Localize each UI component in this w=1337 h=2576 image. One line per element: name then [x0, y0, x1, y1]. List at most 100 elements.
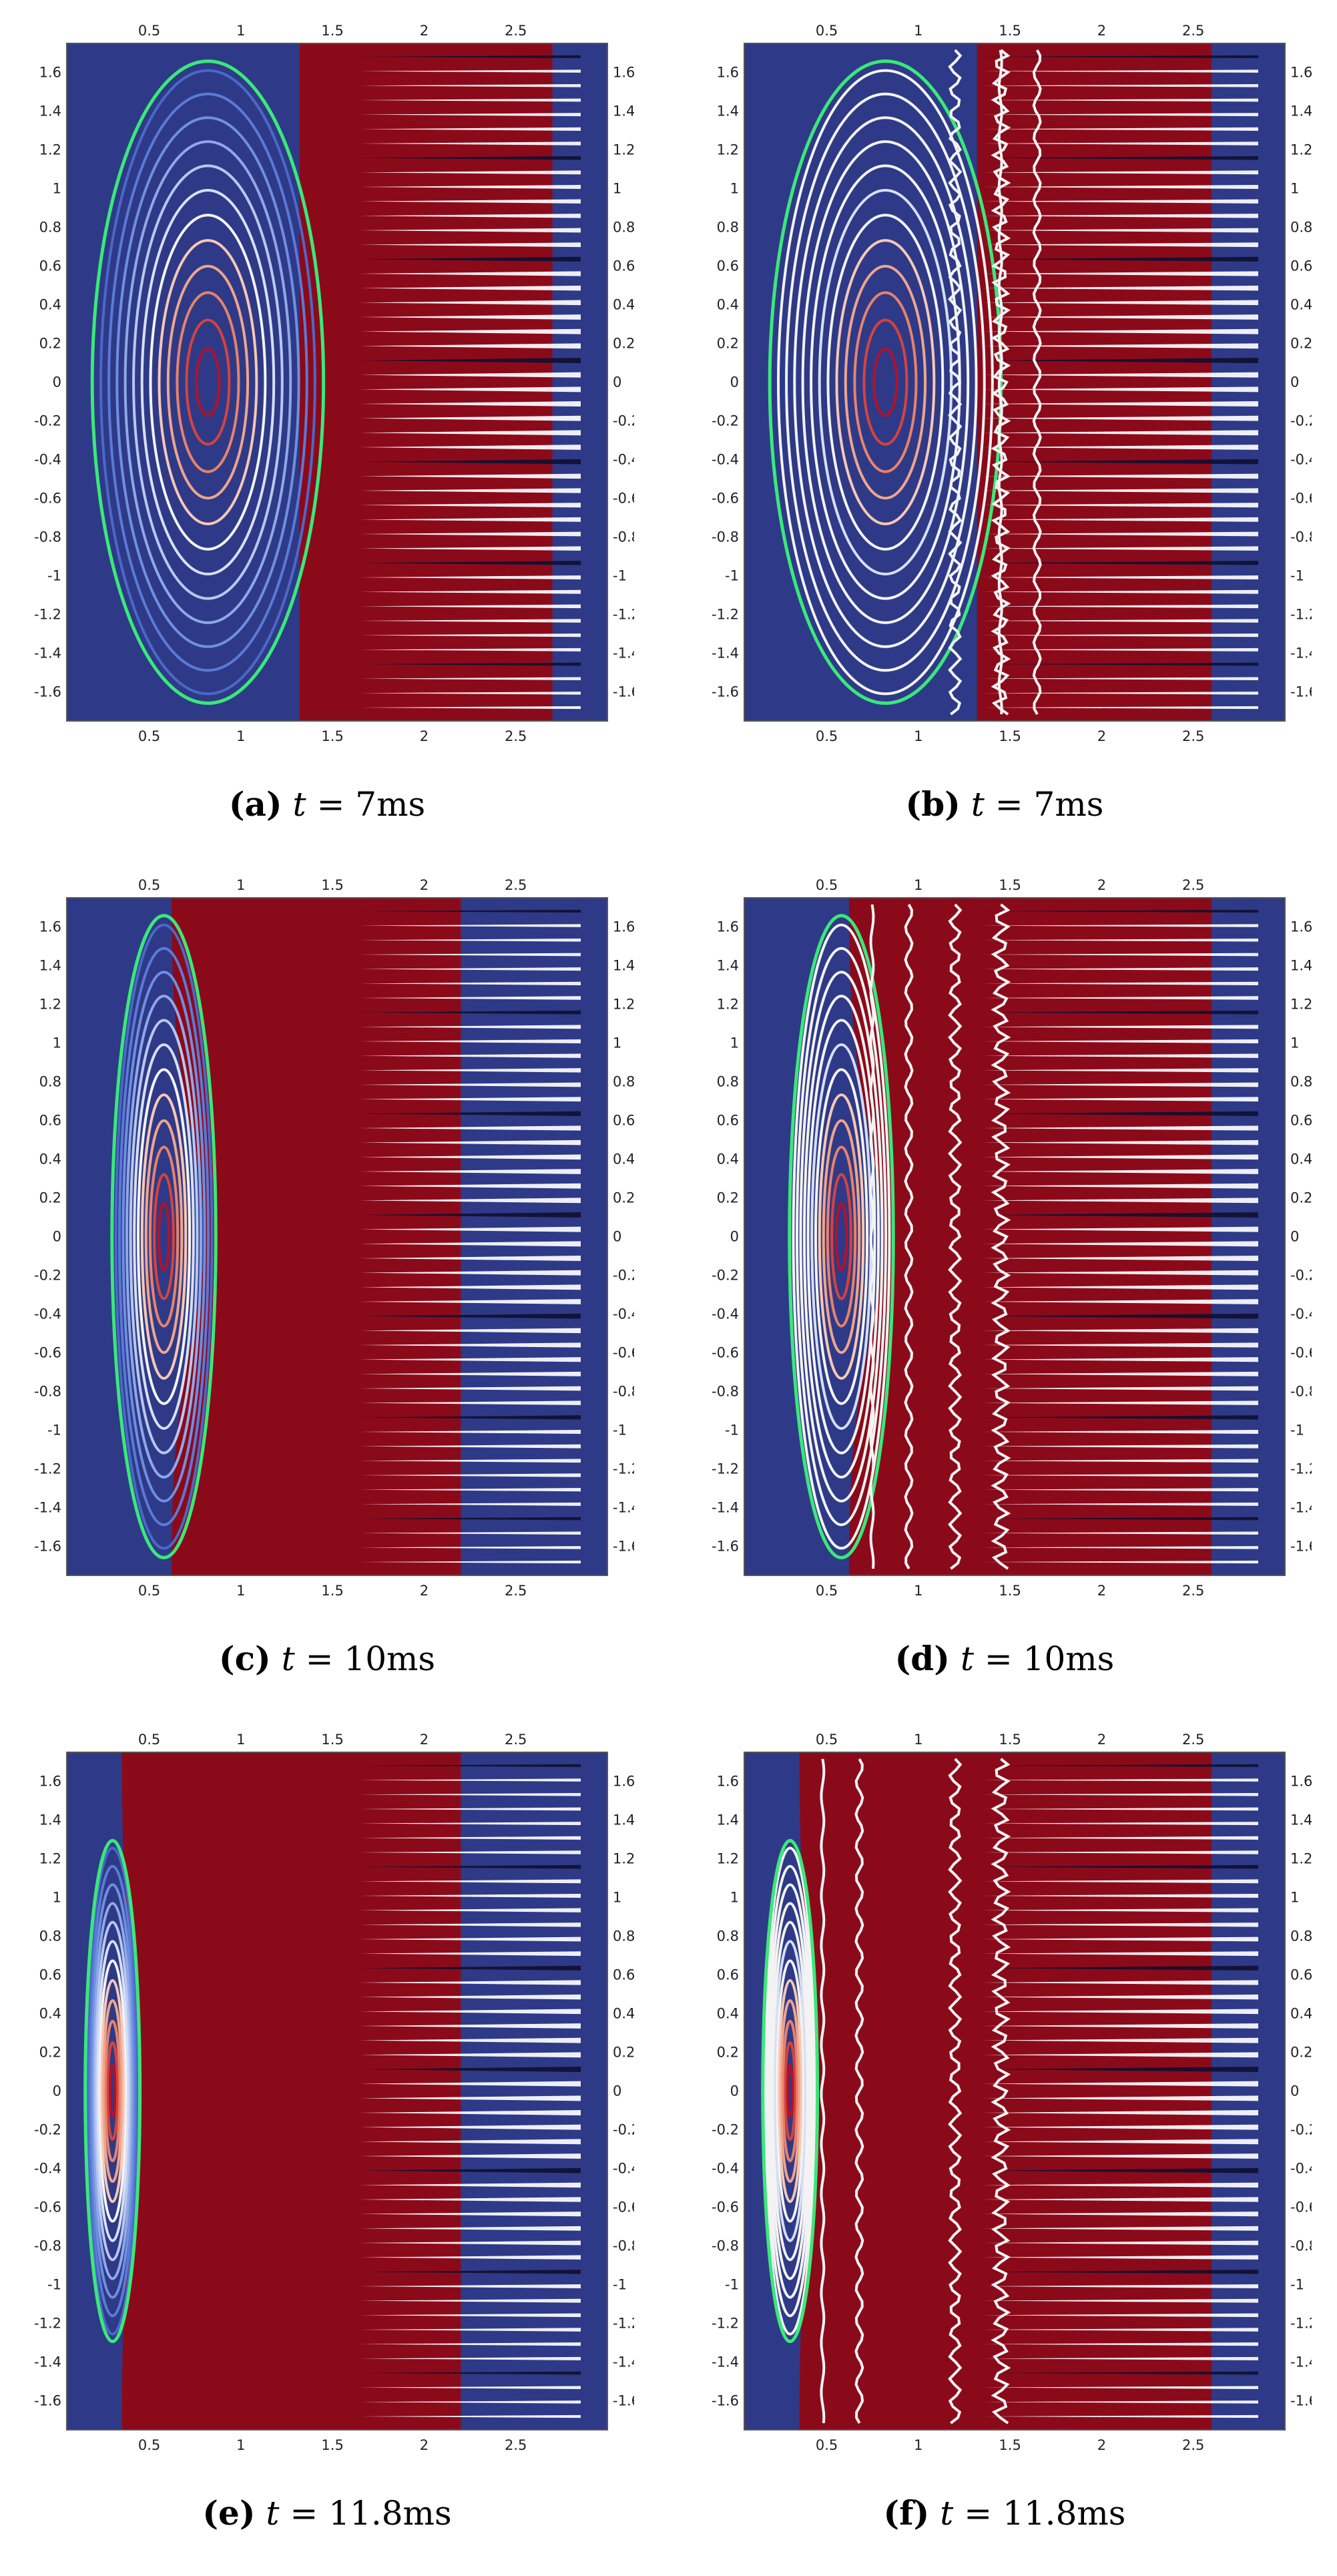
y-tick-label: 0 [53, 374, 61, 391]
field-stripe [360, 1183, 581, 1189]
y-tick-label: 1 [613, 1890, 621, 1906]
wavy-contour [904, 904, 914, 1569]
field-stripe [360, 401, 581, 407]
y-tick-label: -1.2 [613, 607, 634, 623]
y-tick-label: 0 [1290, 2083, 1299, 2099]
field-stripe [982, 1299, 1258, 1304]
x-tick-label: 0.5 [816, 23, 838, 39]
x-tick-label: 1.5 [999, 1583, 1021, 1599]
x-tick-label: 2.5 [505, 877, 527, 893]
field-stripe [982, 1965, 1258, 1971]
flux-contour [767, 1883, 813, 2299]
flux-contour [786, 2063, 794, 2119]
y-tick-label: -1 [613, 2277, 627, 2293]
field-stripe [982, 939, 1258, 942]
x-tick-label: 0.5 [138, 728, 160, 744]
y-tick-label: 1.4 [717, 1812, 739, 1828]
panel-c: 0.5 0.5 1 1 1.5 1.5 2 2 2.5 2.5 1.6 1.6 1.4 1.4 1.2 1.2… [20, 868, 634, 1709]
y-tick-label: 1.6 [1290, 65, 1312, 81]
x-tick-label: 2.5 [505, 728, 527, 744]
separatrix [761, 1838, 820, 2344]
x-tick-label: 1.5 [999, 728, 1021, 744]
y-tick-label: -0.4 [613, 1306, 634, 1322]
y-tick-label: -0.4 [34, 2161, 61, 2177]
flux-contour [818, 189, 953, 575]
field-stripe [360, 1879, 581, 1884]
y-tick-label: 0.6 [717, 1967, 739, 1983]
y-tick-label: -0.8 [712, 1384, 739, 1400]
field-stripe [360, 1400, 581, 1405]
y-tick-label: -0.8 [613, 2238, 634, 2254]
caption-value: 7 [1033, 785, 1055, 824]
field-stripe [360, 1908, 581, 1912]
plot-frame [744, 43, 1286, 722]
y-tick-label: 0.8 [39, 1928, 61, 1945]
x-tick-label: 2 [1097, 1732, 1106, 1748]
field-stripe [982, 1546, 1258, 1549]
y-tick-label: -1 [613, 1423, 627, 1439]
field-stripe [982, 2197, 1258, 2202]
caption-value: 10 [1023, 1639, 1066, 1678]
hot-region [171, 898, 461, 1575]
flux-contour [818, 1093, 865, 1380]
field-stripe [360, 2139, 581, 2145]
wavy-contour [854, 1758, 864, 2424]
y-tick-label: 1 [53, 1890, 61, 1906]
y-tick-label: 0.6 [613, 1113, 634, 1129]
y-tick-label: -0.6 [712, 2200, 739, 2216]
flux-contour [99, 69, 316, 696]
y-tick-label: -1.2 [34, 607, 61, 623]
y-tick-label: -1 [1290, 1423, 1304, 1439]
y-tick-label: 0.6 [613, 1967, 634, 1983]
y-tick-label: 1.6 [613, 919, 634, 935]
field-stripe [982, 619, 1258, 623]
flux-contour [769, 1902, 811, 2280]
caption-eq: = [316, 785, 345, 824]
field-stripe [982, 1212, 1258, 1218]
y-tick-label: -1 [725, 1423, 739, 1439]
caption-letter: (a) [228, 784, 282, 824]
field-stripe [360, 142, 581, 146]
y-tick-label: -0.6 [613, 491, 634, 507]
caption-c: (c) t = 10ms [20, 1639, 634, 1678]
field-stripe [982, 1400, 1258, 1405]
y-tick-label: -1.4 [34, 2354, 61, 2370]
field-stripe [982, 2052, 1258, 2058]
y-tick-label: 1.6 [717, 1774, 739, 1790]
flux-contour [795, 947, 888, 1527]
flux-contour [822, 1119, 861, 1354]
y-tick-label: -0.8 [1290, 2238, 1312, 2254]
field-stripe [982, 1039, 1258, 1044]
x-tick-label: 1.5 [999, 877, 1021, 893]
y-tick-label: 1 [730, 1035, 739, 1051]
field-stripe [982, 358, 1258, 363]
y-tick-label: 1.4 [717, 958, 739, 974]
x-tick-label: 1.5 [321, 877, 343, 893]
y-tick-label: -1.4 [712, 2354, 739, 2370]
field-stripe [360, 55, 581, 59]
flux-contour [99, 1979, 125, 2204]
field-stripe [982, 1010, 1258, 1015]
flux-contour [872, 347, 898, 417]
y-tick-label: 0.2 [613, 1190, 634, 1206]
flux-contour [114, 923, 214, 1550]
x-tick-label: 0.5 [816, 2437, 838, 2453]
y-tick-label: -0.6 [1290, 2200, 1312, 2216]
plot-frame [66, 43, 608, 722]
field-stripe [982, 343, 1258, 349]
y-tick-label: 0.8 [39, 1074, 61, 1090]
flux-contour [153, 1173, 175, 1300]
separatrix [768, 59, 1003, 705]
field-stripe [360, 2095, 581, 2101]
x-tick-label: 2.5 [1182, 728, 1204, 744]
separatrix [90, 59, 326, 705]
flux-contour [95, 1940, 129, 2242]
y-tick-label: -1.6 [1290, 1539, 1312, 1555]
field-stripe [982, 531, 1258, 537]
y-tick-label: -1.4 [1290, 1500, 1312, 1516]
y-tick-label: -0.6 [1290, 1345, 1312, 1361]
field-stripe [360, 909, 581, 913]
y-tick-label: 1.2 [613, 1851, 634, 1867]
field-stripe [360, 2197, 581, 2202]
field-stripe [360, 300, 581, 306]
